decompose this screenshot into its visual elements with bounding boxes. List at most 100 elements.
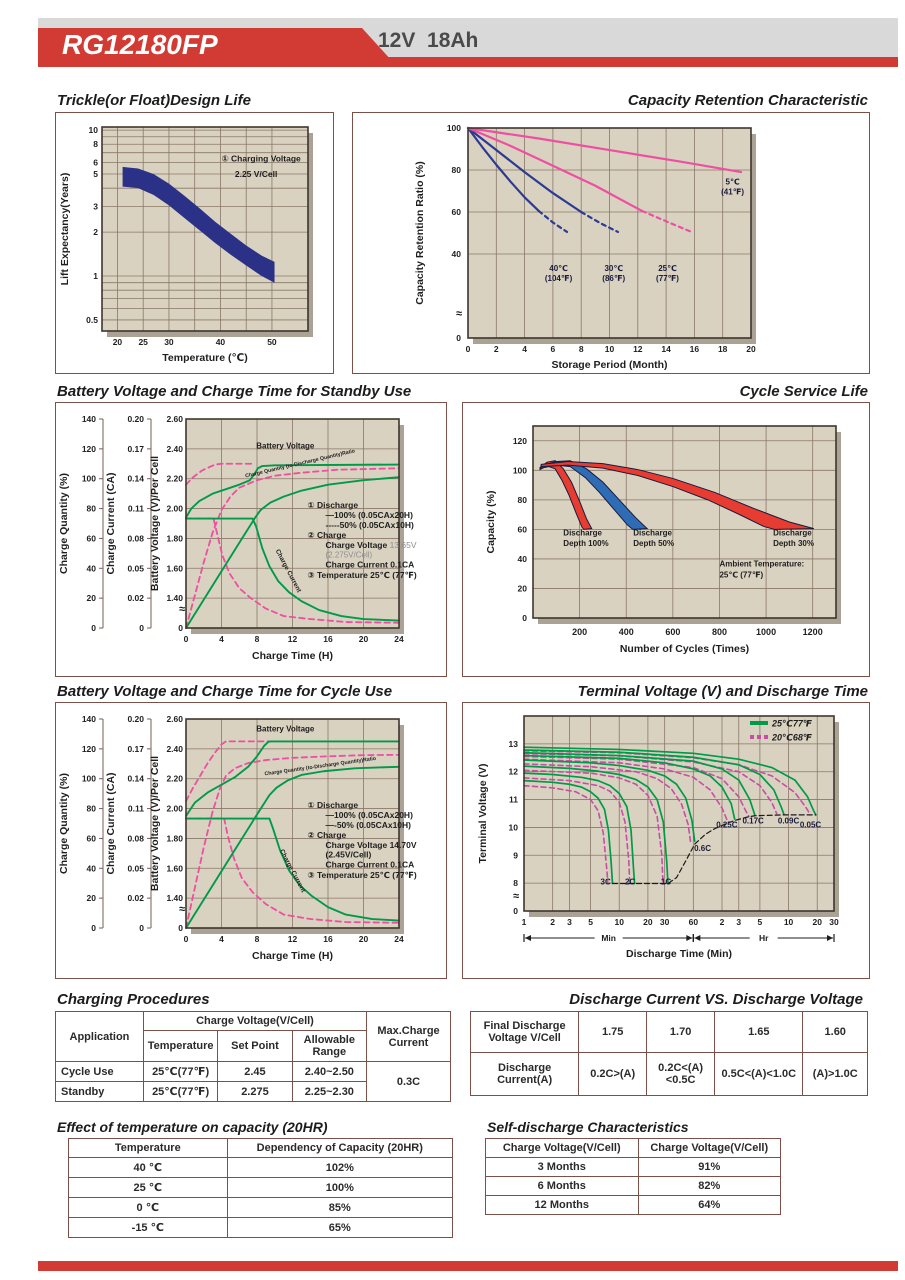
svg-text:3: 3 — [736, 917, 741, 927]
svg-text:20: 20 — [643, 917, 653, 927]
svg-text:Hr: Hr — [759, 933, 769, 943]
svg-text:0.25C: 0.25C — [716, 820, 738, 829]
svg-text:0: 0 — [178, 623, 183, 633]
svg-text:30: 30 — [164, 337, 174, 347]
svg-text:Charge Quantity (%): Charge Quantity (%) — [58, 473, 70, 574]
table-cell: 1.65 — [714, 1011, 804, 1053]
svg-text:0.05: 0.05 — [127, 563, 144, 573]
panel-cycle-service-life: 200 400 600 800 1000 1200 Number of Cycles (Ti… — [462, 402, 870, 677]
section-title-charging-procedures: Charging Procedures — [57, 991, 210, 1008]
svg-text:—100% (0.05CAx20H): —100% (0.05CAx20H) — [326, 510, 414, 520]
header-max-charge-current: Max.Charge Current — [366, 1011, 451, 1062]
svg-text:Charge Current 0.1CA: Charge Current 0.1CA — [326, 560, 415, 570]
table-cell: 65% — [226, 1217, 454, 1238]
svg-text:2: 2 — [494, 344, 499, 354]
svg-text:24: 24 — [394, 934, 404, 944]
svg-text:20: 20 — [359, 934, 369, 944]
svg-text:0.05: 0.05 — [127, 863, 144, 873]
svg-text:Lift Expectancy(Years): Lift Expectancy(Years) — [59, 173, 71, 286]
svg-text:2C: 2C — [625, 878, 635, 887]
svg-text:2.40: 2.40 — [166, 444, 183, 454]
svg-text:60: 60 — [689, 917, 699, 927]
svg-text:18: 18 — [718, 344, 728, 354]
svg-text:Ambient Temperature:25℃ (77℉): Ambient Temperature: 25℃ (77℉) — [719, 559, 804, 579]
svg-text:0: 0 — [91, 623, 96, 633]
panel-terminal-voltage: 1 2 3 5 10 20 30 60 2 3 5 10 20 30 Discharge Time (Min… — [462, 702, 870, 979]
svg-text:0: 0 — [139, 623, 144, 633]
svg-text:Discharge Time (Min): Discharge Time (Min) — [626, 948, 732, 960]
svg-text:5: 5 — [588, 917, 593, 927]
svg-text:Capacity (%): Capacity (%) — [485, 490, 497, 553]
table-cell: 102% — [226, 1157, 454, 1178]
panel-standby-charge: 0 4 8 12 16 20 24 Charge Time (H) 140 120 100 80 60 4… — [55, 402, 447, 677]
table-cell: 91% — [637, 1157, 781, 1177]
table-cell: 1.70 — [646, 1011, 716, 1053]
table-cell: 3 Months — [485, 1157, 639, 1177]
svg-text:1.40: 1.40 — [166, 593, 183, 603]
svg-text:16: 16 — [323, 934, 333, 944]
charging-procedures-table: Application Charge Voltage(V/Cell) Max.C… — [55, 1011, 451, 1102]
svg-text:2.00: 2.00 — [166, 504, 183, 514]
svg-text:120: 120 — [82, 444, 96, 454]
svg-text:8: 8 — [255, 634, 260, 644]
svg-text:4: 4 — [219, 634, 224, 644]
table-cell: 25℃(77℉) — [142, 1061, 219, 1082]
battery-spec: 12V 18Ah — [378, 29, 479, 52]
table-cell: 2.45 — [217, 1061, 293, 1082]
svg-text:Charge Quantity (%): Charge Quantity (%) — [58, 773, 70, 874]
svg-text:8: 8 — [255, 934, 260, 944]
svg-text:400: 400 — [619, 627, 634, 637]
svg-text:0: 0 — [513, 906, 518, 916]
svg-text:24: 24 — [394, 634, 404, 644]
section-title-cycle-charge: Battery Voltage and Charge Time for Cycl… — [57, 683, 393, 700]
svg-text:6: 6 — [93, 157, 98, 167]
svg-text:Number of Cycles (Times): Number of Cycles (Times) — [620, 643, 749, 655]
svg-text:10: 10 — [89, 125, 99, 135]
svg-text:0: 0 — [184, 934, 189, 944]
svg-text:80: 80 — [452, 165, 462, 175]
svg-text:—-50% (0.05CAx10H): —-50% (0.05CAx10H) — [326, 820, 412, 830]
header-set-point: Set Point — [217, 1030, 293, 1062]
svg-text:30℃(86℉): 30℃ (86℉) — [602, 264, 625, 283]
svg-text:1200: 1200 — [803, 627, 823, 637]
svg-text:8: 8 — [93, 139, 98, 149]
svg-text:200: 200 — [572, 627, 587, 637]
svg-text:0.08: 0.08 — [127, 533, 144, 543]
svg-text:0.05C: 0.05C — [800, 820, 822, 829]
svg-text:Min: Min — [601, 933, 616, 943]
svg-text:100: 100 — [447, 123, 461, 133]
svg-text:≈: ≈ — [179, 603, 185, 615]
table-cell: 2.275 — [217, 1081, 293, 1102]
svg-text:① Discharge: ① Discharge — [307, 800, 358, 810]
svg-text:0: 0 — [522, 613, 527, 623]
svg-text:20: 20 — [87, 593, 97, 603]
svg-text:2.20: 2.20 — [166, 774, 183, 784]
svg-text:1000: 1000 — [756, 627, 776, 637]
header-charge-voltage-left: Charge Voltage(V/Cell) — [485, 1138, 639, 1158]
svg-text:—100% (0.05CAx20H): —100% (0.05CAx20H) — [326, 810, 414, 820]
svg-text:2.40: 2.40 — [166, 744, 183, 754]
header-red-rule — [38, 57, 898, 67]
section-title-float-design-life: Trickle(or Float)Design Life — [57, 92, 251, 109]
svg-text:14: 14 — [661, 344, 671, 354]
svg-text:0: 0 — [139, 923, 144, 933]
svg-text:9: 9 — [513, 850, 518, 860]
svg-text:Battery Voltage (V)/Per Cell: Battery Voltage (V)/Per Cell — [149, 756, 161, 891]
svg-text:16: 16 — [323, 634, 333, 644]
discharge-current-voltage-table: Final Discharge Voltage V/Cell 1.75 1.70… — [469, 1011, 868, 1096]
svg-text:60: 60 — [452, 207, 462, 217]
svg-text:Charge Voltage 14.70V: Charge Voltage 14.70V — [326, 840, 417, 850]
svg-text:2: 2 — [550, 917, 555, 927]
svg-text:1.60: 1.60 — [166, 863, 183, 873]
svg-text:600: 600 — [665, 627, 680, 637]
svg-text:8: 8 — [513, 878, 518, 888]
model-number: RG12180FP — [62, 29, 218, 60]
footer-red-rule — [38, 1261, 898, 1271]
svg-text:0.17: 0.17 — [127, 444, 144, 454]
svg-text:0.11: 0.11 — [128, 804, 144, 814]
svg-text:1: 1 — [522, 917, 527, 927]
svg-text:140: 140 — [82, 714, 96, 724]
table-cell: 25℃(77℉) — [142, 1081, 219, 1102]
svg-text:Terminal Voltage (V): Terminal Voltage (V) — [477, 764, 489, 864]
float-design-life-chart: 20 25 30 40 50 Temperature (℃) 10 8 6 5 3 2 1 0.5 Lift… — [59, 125, 313, 364]
